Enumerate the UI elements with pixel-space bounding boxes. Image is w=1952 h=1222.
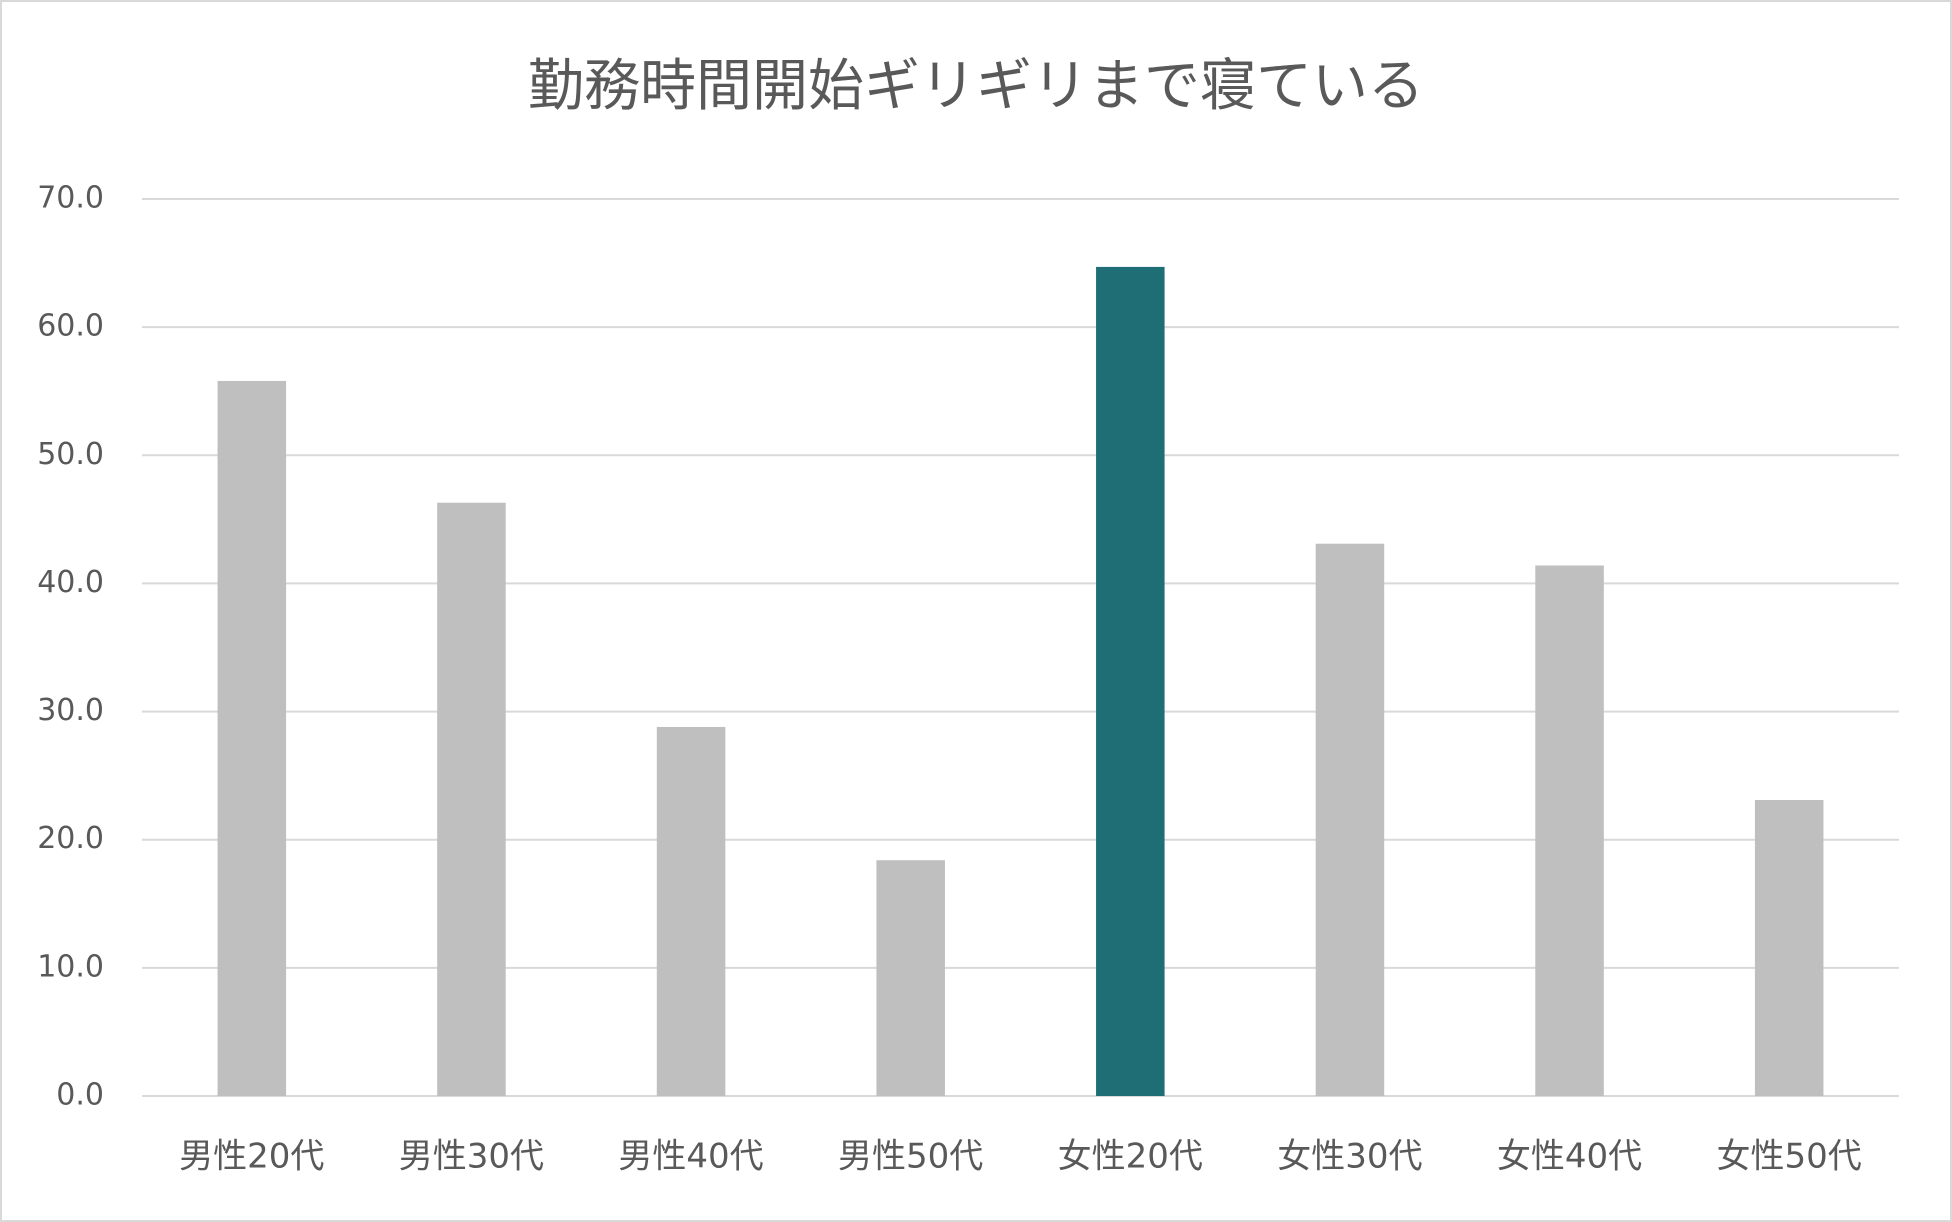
x-tick-label: 男性50代	[838, 1137, 983, 1177]
x-tick-label: 女性20代	[1058, 1137, 1203, 1177]
bar	[1535, 565, 1604, 1096]
bar	[876, 860, 945, 1096]
y-tick-label: 0.0	[56, 1078, 104, 1113]
y-tick-label: 10.0	[37, 949, 104, 984]
bar	[1754, 799, 1824, 1096]
x-tick-label: 男性40代	[618, 1137, 763, 1177]
chart-title: 勤務時間開始ギリギリまで寝ている	[528, 54, 1424, 119]
x-tick-label: 女性30代	[1277, 1137, 1422, 1177]
y-tick-label: 50.0	[37, 437, 104, 472]
y-tick-label: 40.0	[37, 565, 104, 600]
x-tick-label: 女性50代	[1717, 1137, 1862, 1177]
x-tick-label: 男性20代	[179, 1137, 324, 1177]
bar	[656, 726, 726, 1096]
y-tick-label: 60.0	[37, 309, 104, 344]
x-tick-label: 男性30代	[399, 1137, 544, 1177]
bar	[437, 502, 506, 1096]
y-tick-label: 30.0	[37, 693, 104, 728]
x-tick-label: 女性40代	[1497, 1137, 1642, 1177]
bar	[217, 380, 287, 1096]
bar	[1315, 543, 1385, 1096]
y-tick-label: 70.0	[37, 181, 104, 216]
y-tick-label: 20.0	[37, 821, 104, 856]
bar	[1096, 266, 1165, 1096]
